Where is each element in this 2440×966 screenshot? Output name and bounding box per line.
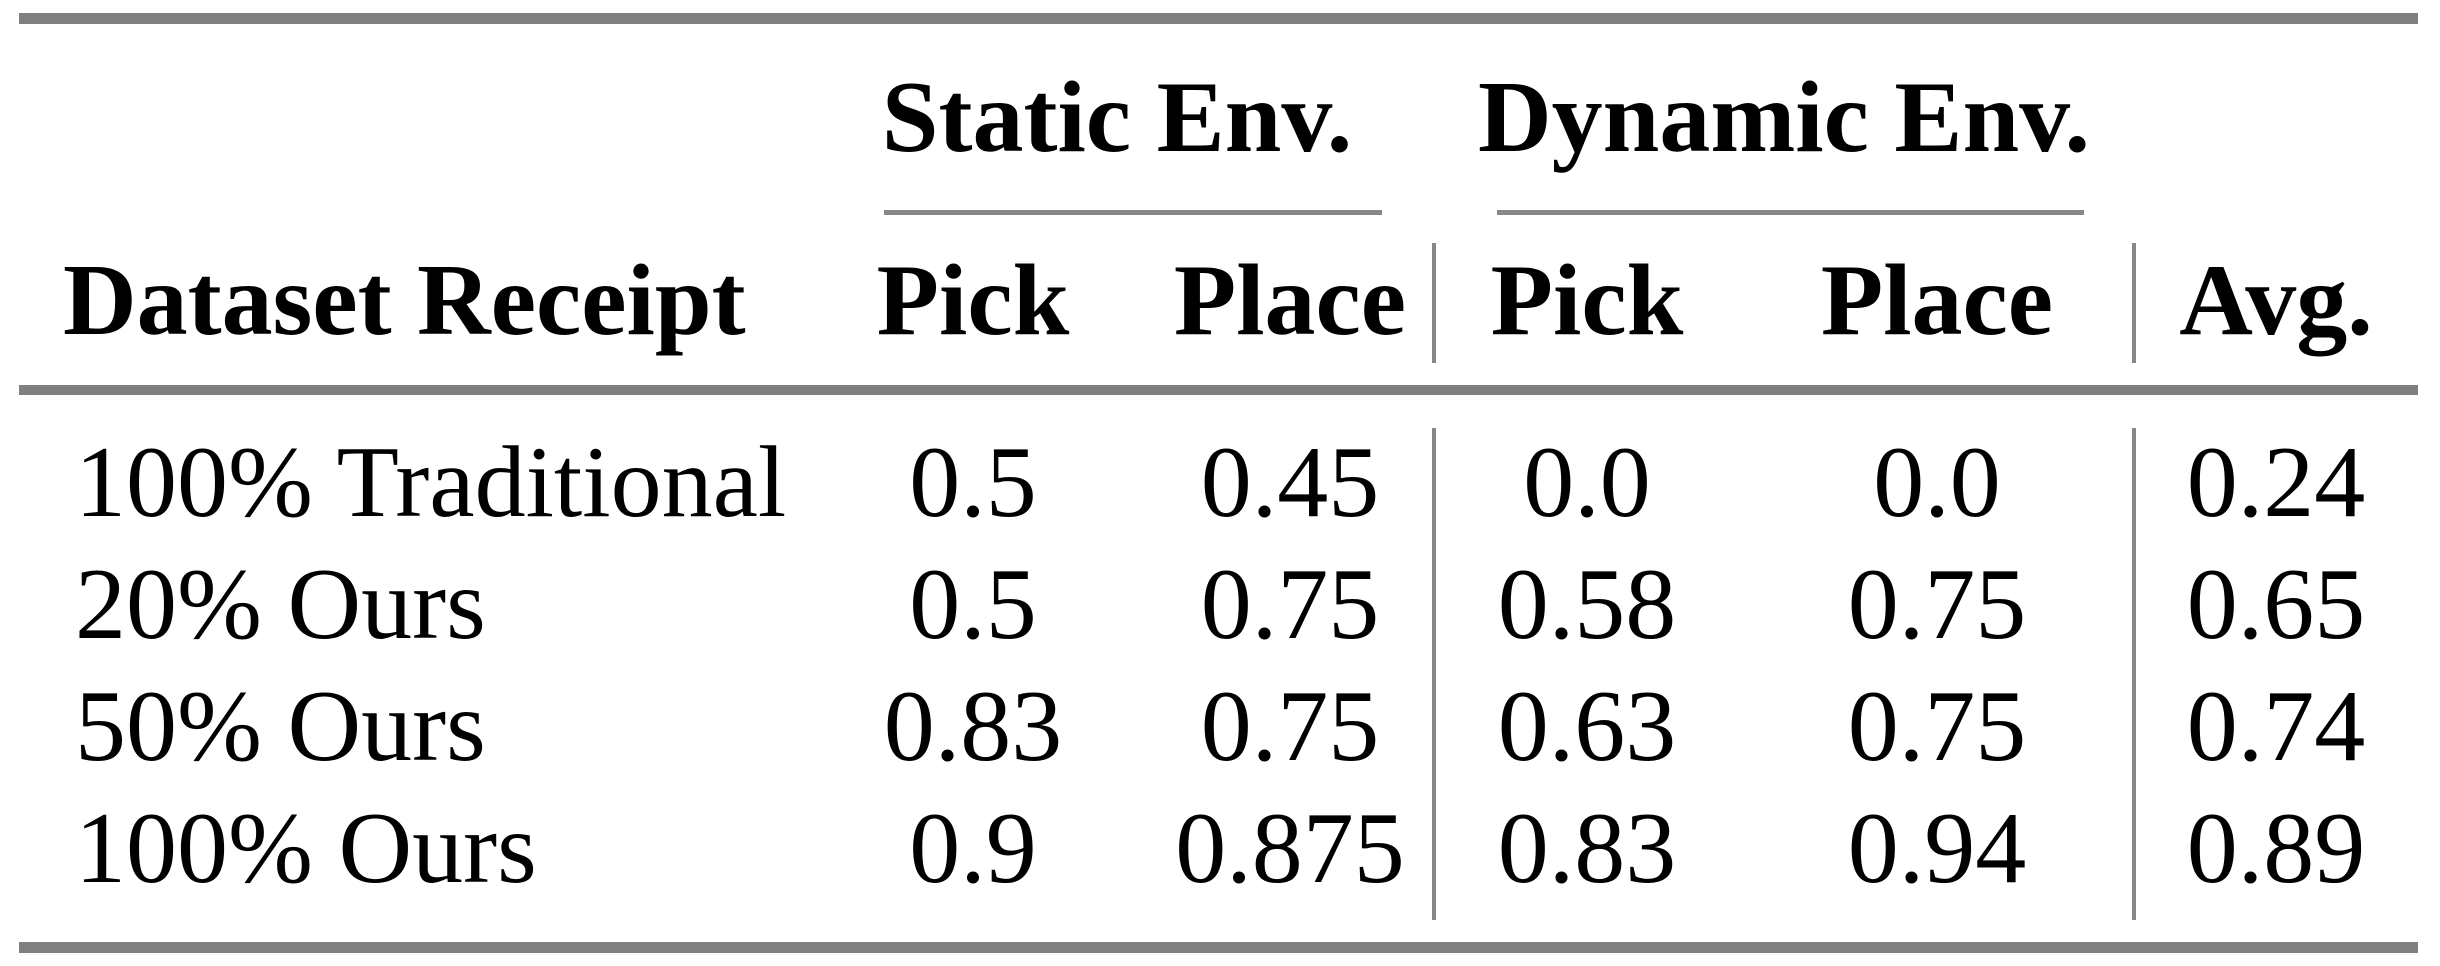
dynamic-place-value: 0.0 — [1873, 425, 2001, 539]
avg-value: 0.65 — [2186, 547, 2366, 661]
table-row: 50% Ours 0.83 0.75 0.63 0.75 0.74 — [0, 665, 2440, 787]
row-label: 100% Traditional — [75, 425, 787, 539]
static-pick-value: 0.83 — [883, 669, 1063, 783]
dynamic-pick-value: 0.58 — [1497, 547, 1677, 661]
col-header-dynamic-pick: Pick — [1490, 243, 1684, 357]
static-place-value: 0.45 — [1200, 425, 1380, 539]
avg-value: 0.74 — [2186, 669, 2366, 783]
static-place-value: 0.75 — [1200, 547, 1380, 661]
col-group-dynamic-env: Dynamic Env. — [1434, 24, 2134, 210]
col-group-static-env: Static Env. — [800, 24, 1434, 210]
static-pick-value: 0.5 — [909, 547, 1037, 661]
static-place-value: 0.875 — [1175, 791, 1405, 905]
col-header-dataset-receipt: Dataset Receipt — [63, 243, 746, 357]
dynamic-place-value: 0.75 — [1847, 669, 2027, 783]
table-bottom-rule — [19, 942, 2418, 953]
table-row: 20% Ours 0.5 0.75 0.58 0.75 0.65 — [0, 543, 2440, 665]
divider-static-dynamic-header — [1432, 243, 1436, 363]
row-label: 50% Ours — [75, 669, 486, 783]
col-group-label-static: Static Env. — [881, 60, 1353, 174]
table-top-rule — [19, 13, 2418, 24]
col-header-avg: Avg. — [2179, 243, 2373, 357]
dynamic-place-value: 0.94 — [1847, 791, 2027, 905]
row-label: 20% Ours — [75, 547, 486, 661]
avg-value: 0.89 — [2186, 791, 2366, 905]
divider-static-dynamic-body — [1432, 428, 1436, 920]
divider-avg-body — [2132, 428, 2136, 920]
static-pick-value: 0.5 — [909, 425, 1037, 539]
dynamic-pick-value: 0.0 — [1523, 425, 1651, 539]
static-place-value: 0.75 — [1200, 669, 1380, 783]
header-row: Dataset Receipt Pick Place Pick Place Av… — [0, 215, 2440, 385]
static-pick-value: 0.9 — [909, 791, 1037, 905]
table-body: 100% Traditional 0.5 0.45 0.0 0.0 0.24 2… — [0, 421, 2440, 909]
dynamic-place-value: 0.75 — [1847, 547, 2027, 661]
avg-value: 0.24 — [2186, 425, 2366, 539]
cmidrule-dynamic — [1497, 210, 2084, 215]
table-row: 100% Ours 0.9 0.875 0.83 0.94 0.89 — [0, 787, 2440, 909]
col-header-static-pick: Pick — [876, 243, 1070, 357]
dynamic-pick-value: 0.63 — [1497, 669, 1677, 783]
col-header-dynamic-place: Place — [1820, 243, 2054, 357]
row-label: 100% Ours — [75, 791, 537, 905]
divider-avg-header — [2132, 243, 2136, 363]
header-body-rule — [19, 385, 2418, 395]
cmidrule-static — [884, 210, 1382, 215]
col-group-label-dynamic: Dynamic Env. — [1477, 60, 2091, 174]
table-row: 100% Traditional 0.5 0.45 0.0 0.0 0.24 — [0, 421, 2440, 543]
dynamic-pick-value: 0.83 — [1497, 791, 1677, 905]
col-header-static-place: Place — [1173, 243, 1407, 357]
